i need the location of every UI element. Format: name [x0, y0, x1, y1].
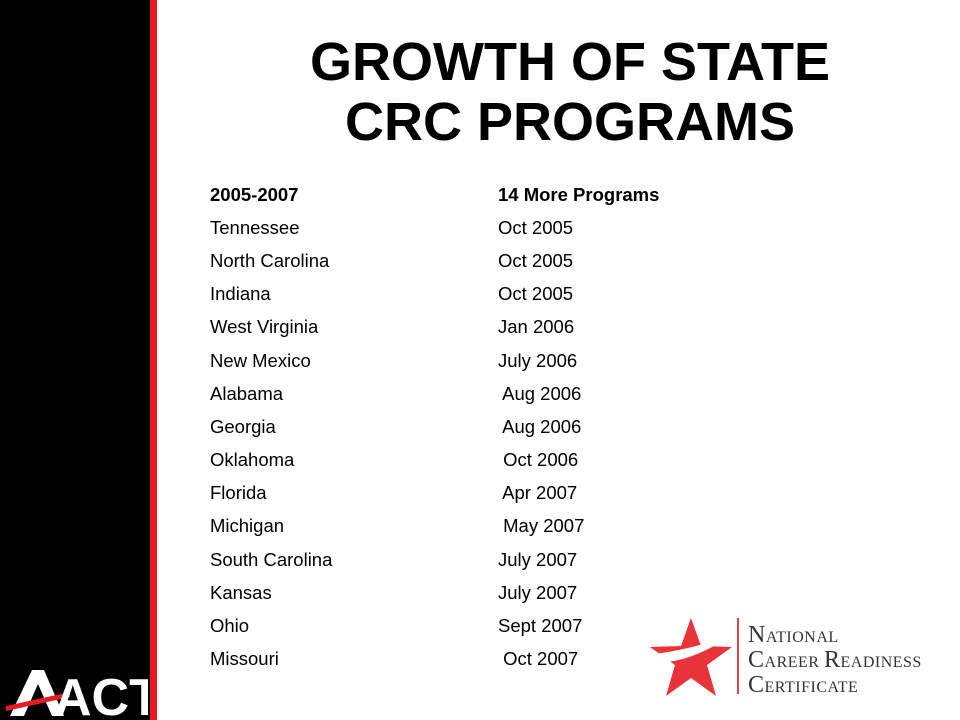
state-name: Alabama [210, 382, 284, 404]
state-name: Missouri [210, 648, 279, 670]
act-logo-text: ACT [54, 669, 148, 718]
launch-date: May 2007 [498, 515, 585, 537]
table-row: South Carolina July 2007 [210, 543, 710, 576]
state-name: Oklahoma [210, 449, 295, 471]
table-header-row: 2005-2007 14 More Programs [210, 178, 710, 211]
launch-date: Sept 2007 [498, 615, 583, 637]
table-row: Oklahoma Oct 2006 [210, 444, 710, 477]
state-name: South Carolina [210, 548, 333, 570]
table-row: North Carolina Oct 2005 [210, 244, 710, 277]
launch-date: Apr 2007 [498, 482, 578, 504]
title-line-1: GROWTH OF STATE [310, 32, 830, 92]
state-name: Georgia [210, 415, 276, 437]
state-name: Florida [210, 482, 267, 504]
launch-date: Oct 2005 [498, 283, 574, 305]
table-row: Florida Apr 2007 [210, 477, 710, 510]
launch-date: Jan 2006 [498, 316, 575, 338]
state-name: West Virginia [210, 316, 319, 338]
red-accent-stripe [150, 0, 157, 720]
state-name: North Carolina [210, 249, 330, 271]
table-row: West Virginia Jan 2006 [210, 311, 710, 344]
launch-date: Aug 2006 [498, 382, 582, 404]
launch-date: Oct 2006 [498, 449, 579, 471]
table-row: Tennessee Oct 2005 [210, 211, 710, 244]
state-name: New Mexico [210, 349, 311, 371]
state-name: Michigan [210, 515, 285, 537]
state-name: Indiana [210, 283, 271, 305]
ncrc-line-career-readiness: CAREER READINESS [748, 647, 922, 673]
table-row: Kansas July 2007 [210, 576, 710, 609]
act-logo: ACT [6, 669, 148, 718]
slide-title: GROWTH OF STATE CRC PROGRAMS [200, 32, 940, 152]
launch-date: Oct 2007 [498, 648, 579, 670]
title-line-2: CRC PROGRAMS [344, 92, 795, 152]
table-row: Ohio Sept 2007 [210, 609, 710, 642]
programs-table: 2005-2007 14 More Programs Tennessee Oct… [210, 178, 710, 676]
launch-date: Aug 2006 [498, 415, 582, 437]
launch-date: July 2006 [498, 349, 578, 371]
state-name: Ohio [210, 615, 250, 637]
ncrc-line-certificate: CERTIFICATE [748, 672, 859, 698]
table-row: Georgia Aug 2006 [210, 410, 710, 443]
star-icon [650, 618, 732, 696]
header-summary: 14 More Programs [498, 183, 660, 205]
left-sidebar [0, 0, 150, 720]
ncrc-wordmark: NATIONAL CAREER READINESS CERTIFICATE [748, 622, 922, 699]
header-period: 2005-2007 [210, 183, 299, 205]
launch-date: Oct 2005 [498, 216, 574, 238]
table-row: Indiana Oct 2005 [210, 278, 710, 311]
state-name: Tennessee [210, 216, 300, 238]
ncrc-logo: NATIONAL CAREER READINESS CERTIFICATE [648, 612, 948, 702]
table-row: New Mexico July 2006 [210, 344, 710, 377]
ncrc-divider [737, 618, 739, 694]
launch-date: July 2007 [498, 548, 578, 570]
table-row: Alabama Aug 2006 [210, 377, 710, 410]
launch-date: July 2007 [498, 581, 578, 603]
table-row: Missouri Oct 2007 [210, 643, 710, 676]
ncrc-line-national: NATIONAL [748, 622, 839, 648]
launch-date: Oct 2005 [498, 249, 574, 271]
table-row: Michigan May 2007 [210, 510, 710, 543]
state-name: Kansas [210, 581, 272, 603]
